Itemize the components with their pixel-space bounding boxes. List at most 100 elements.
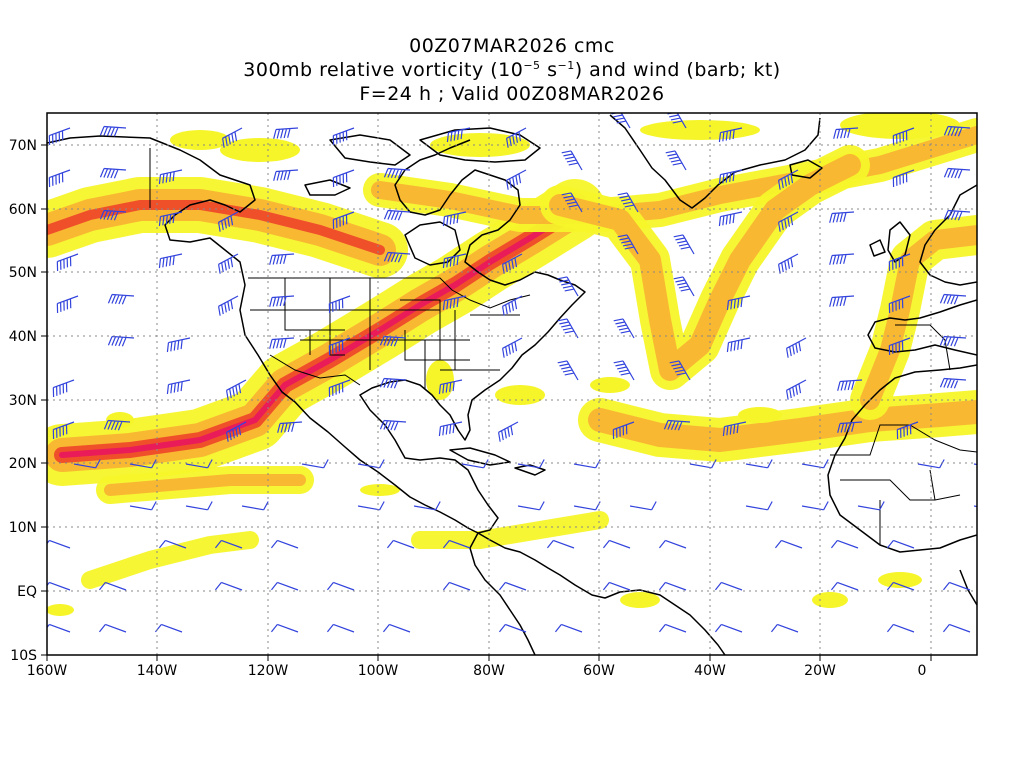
vorticity-patch-7 bbox=[620, 592, 660, 608]
wind-barb bbox=[498, 623, 527, 633]
vorticity-patch-0 bbox=[170, 130, 230, 150]
wind-barb bbox=[829, 253, 855, 265]
wind-barb bbox=[214, 539, 243, 549]
wind-barb bbox=[573, 501, 601, 511]
wind-barb bbox=[501, 253, 523, 274]
lon-label-80w: 80W bbox=[473, 663, 505, 679]
wind-barb bbox=[888, 295, 911, 314]
coastlines bbox=[47, 114, 977, 655]
lat-label-eq: EQ bbox=[17, 584, 37, 600]
wind-barb bbox=[939, 377, 967, 389]
wind-barb bbox=[829, 295, 855, 307]
title-field: 300mb relative vorticity (10−5 s−1) and … bbox=[243, 59, 781, 81]
vorticity-patch-3 bbox=[640, 120, 760, 140]
wind-barb bbox=[129, 459, 157, 469]
wind-barb bbox=[158, 253, 183, 269]
wind-barb bbox=[658, 623, 687, 633]
wind-barb bbox=[47, 623, 71, 633]
wind-barb bbox=[332, 211, 355, 230]
wind-barb bbox=[943, 209, 971, 221]
wind-barb bbox=[943, 125, 971, 137]
vorticity-band-subtropical-pacific-to-great-lakes-level-4 bbox=[59, 207, 578, 458]
wind-barb bbox=[277, 421, 303, 433]
wind-barb bbox=[886, 581, 915, 591]
wind-barb bbox=[461, 459, 489, 469]
wind-barb bbox=[438, 421, 463, 437]
vorticity-band-band-7-level-2 bbox=[104, 474, 306, 496]
wind-barb bbox=[726, 295, 751, 311]
wind-barb bbox=[557, 318, 579, 339]
wind-barb bbox=[158, 211, 183, 227]
wind-barb bbox=[973, 459, 977, 469]
wind-barb bbox=[554, 623, 583, 633]
wind-barb bbox=[602, 581, 631, 591]
wind-barb bbox=[129, 501, 157, 511]
wind-barb bbox=[332, 127, 355, 146]
political-borders bbox=[149, 148, 977, 545]
lat-label-70n: 70N bbox=[9, 138, 37, 154]
vorticity-band-iberia-northwest-africa-level-2 bbox=[860, 225, 977, 410]
wind-barb bbox=[942, 581, 971, 591]
vorticity-patch-13 bbox=[360, 484, 400, 496]
vorticity-patch-6 bbox=[590, 377, 630, 393]
wind-barb bbox=[714, 623, 743, 633]
vorticity-patch-14 bbox=[738, 407, 782, 423]
wind-barb bbox=[383, 167, 411, 179]
wind-barb bbox=[107, 293, 135, 305]
wind-barb bbox=[886, 623, 915, 633]
wind-barb bbox=[99, 167, 127, 179]
wind-barb bbox=[379, 419, 407, 431]
lon-labels: 160W 140W 120W 100W 80W 60W 40W 20W 0 bbox=[27, 663, 927, 679]
vorticity-band-band-6-level-1 bbox=[81, 531, 259, 589]
wind-barb bbox=[888, 253, 911, 272]
lat-label-20n: 20N bbox=[9, 456, 37, 472]
wind-barb bbox=[785, 337, 807, 358]
wind-barb bbox=[613, 318, 635, 339]
lat-label-50n: 50N bbox=[9, 265, 37, 281]
graticule bbox=[47, 113, 977, 655]
wind-barb bbox=[166, 379, 191, 395]
wind-barb bbox=[269, 253, 295, 265]
wind-barb bbox=[383, 251, 411, 263]
wind-barb bbox=[270, 581, 299, 591]
lat-label-40n: 40N bbox=[9, 329, 37, 345]
wind-barb bbox=[438, 379, 463, 395]
wind-barb bbox=[214, 581, 243, 591]
wind-barb bbox=[442, 253, 467, 269]
wind-barb bbox=[557, 360, 579, 381]
wind-barb bbox=[777, 211, 799, 232]
lon-label-40w: 40W bbox=[694, 663, 726, 679]
wind-barb bbox=[777, 169, 799, 190]
lon-label-160w: 160W bbox=[27, 663, 68, 679]
wind-barb bbox=[833, 127, 859, 139]
wind-barb bbox=[617, 192, 639, 213]
wind-barb bbox=[939, 293, 967, 305]
wind-barb bbox=[446, 127, 471, 143]
vorticity-patch-9 bbox=[878, 572, 922, 588]
wind-barb bbox=[665, 113, 687, 129]
wind-barb bbox=[185, 459, 213, 469]
wind-barb bbox=[386, 539, 415, 549]
wind-barb bbox=[658, 539, 687, 549]
vorticity-patch-4 bbox=[840, 113, 960, 139]
wind-barb bbox=[413, 501, 441, 511]
wind-barb bbox=[689, 459, 717, 469]
wind-barb bbox=[98, 581, 127, 591]
vorticity-patch-12 bbox=[47, 604, 74, 616]
wind-barb bbox=[896, 421, 919, 440]
lat-labels: 70N 60N 50N 40N 30N 20N 10N EQ 10S bbox=[9, 138, 37, 664]
wind-barb bbox=[52, 421, 75, 440]
wind-barb bbox=[269, 337, 295, 349]
wind-barb bbox=[745, 459, 773, 469]
lon-label-120w: 120W bbox=[248, 663, 289, 679]
wind-barb bbox=[158, 539, 187, 549]
wind-barb bbox=[328, 337, 351, 356]
wind-barb bbox=[546, 539, 575, 549]
wind-barb bbox=[442, 581, 471, 591]
wind-barb bbox=[830, 539, 859, 549]
vorticity-band-band-8-level-1 bbox=[411, 511, 609, 549]
wind-barb bbox=[602, 539, 631, 549]
wind-barb bbox=[669, 360, 691, 381]
wind-barb bbox=[332, 169, 355, 188]
